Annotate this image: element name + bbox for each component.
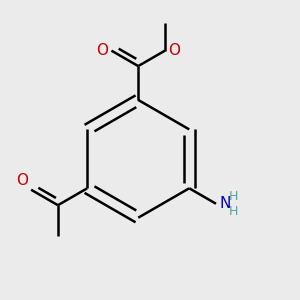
Text: O: O	[96, 43, 108, 58]
Text: H: H	[228, 190, 238, 203]
Text: O: O	[16, 173, 28, 188]
Text: O: O	[169, 43, 181, 58]
Text: N: N	[220, 196, 231, 211]
Text: H: H	[228, 205, 238, 218]
